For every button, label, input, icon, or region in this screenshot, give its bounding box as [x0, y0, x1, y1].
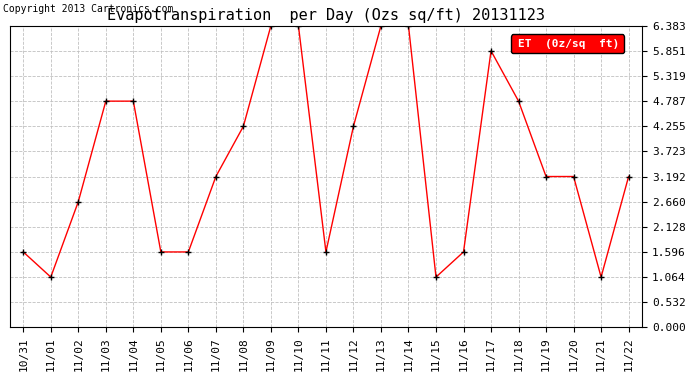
Legend: ET  (0z/sq  ft): ET (0z/sq ft) — [511, 34, 624, 53]
Title: Evapotranspiration  per Day (Ozs sq/ft) 20131123: Evapotranspiration per Day (Ozs sq/ft) 2… — [107, 8, 545, 23]
Text: Copyright 2013 Cartronics.com: Copyright 2013 Cartronics.com — [3, 4, 174, 13]
